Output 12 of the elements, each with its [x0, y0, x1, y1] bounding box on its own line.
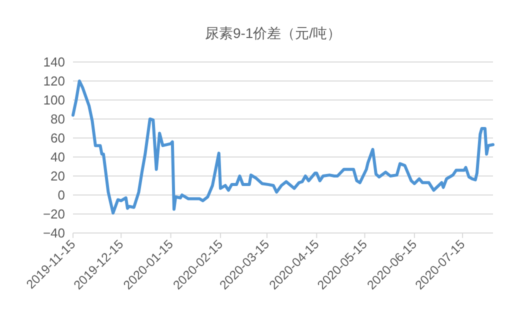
y-tick-label: 120	[43, 74, 65, 88]
y-tick-label: 140	[43, 54, 65, 70]
y-tick-label: 20	[50, 168, 65, 184]
y-tick-label: 40	[50, 150, 65, 164]
y-tick-label: 80	[50, 112, 65, 126]
line-series	[72, 80, 494, 215]
chart-title: 尿素9-1价差（元/吨）	[204, 25, 342, 41]
y-tick-label: 100	[43, 92, 65, 108]
y-tick-label: 0	[58, 188, 65, 202]
y-tick-label: −40	[42, 226, 65, 240]
y-tick-label: 60	[50, 130, 65, 146]
y-tick-label: −20	[42, 206, 65, 222]
